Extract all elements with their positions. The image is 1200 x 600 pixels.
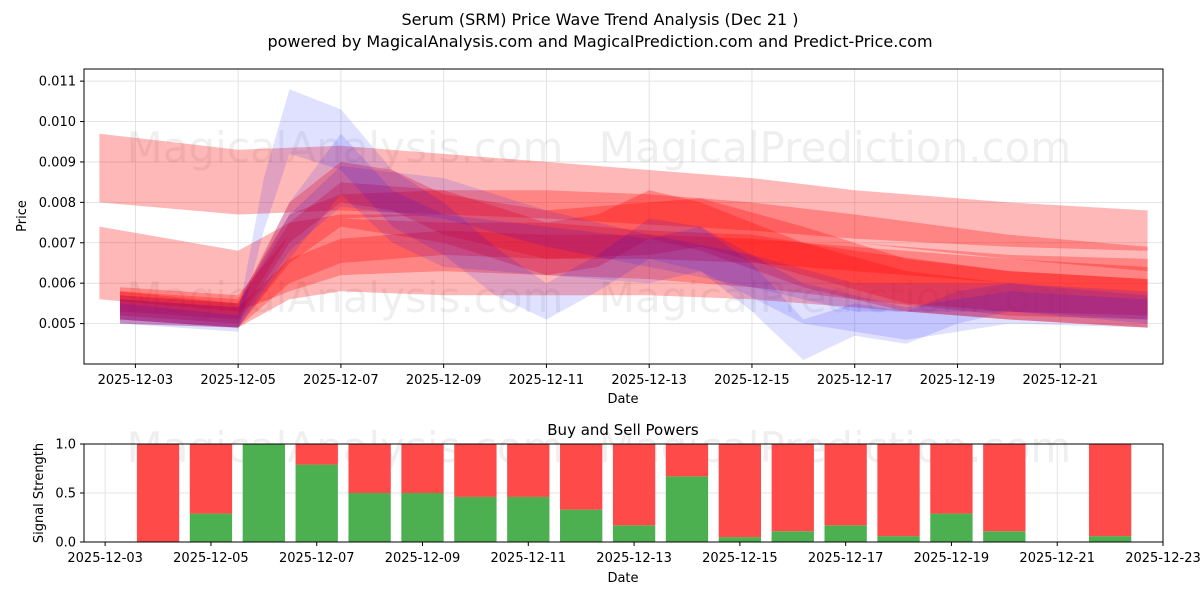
signal-y-ticks: 0.0 0.5 1.0 (55, 438, 84, 551)
signal-x-tick-label: 2025-12-09 (385, 551, 461, 566)
sell-bar (771, 444, 814, 532)
blue-wave-band-7 (120, 89, 1148, 360)
signal-y-label: Signal Strength (32, 443, 47, 543)
signal-y-tick-label: 1.0 (55, 438, 76, 453)
price-y-tick-label: 0.011 (39, 75, 76, 90)
price-x-tick-label: 2025-12-05 (200, 373, 276, 388)
buy-bar (718, 537, 762, 542)
price-y-tick-label: 0.005 (39, 317, 76, 332)
red-wave-band-3 (120, 190, 1148, 320)
red-wave-band-1 (99, 214, 1148, 320)
signal-x-tick-label: 2025-12-11 (491, 551, 567, 566)
signal-x-label: Date (607, 571, 638, 586)
sell-bar (348, 444, 391, 493)
signal-x-tick-label: 2025-12-21 (1019, 551, 1095, 566)
price-x-tick-label: 2025-12-15 (714, 373, 790, 388)
signal-chart-title: Buy and Sell Powers (547, 421, 699, 439)
price-y-tick-label: 0.009 (39, 155, 76, 170)
sell-bar (189, 444, 233, 514)
sell-bar (930, 444, 973, 514)
figure-subtitle: powered by MagicalAnalysis.com and Magic… (267, 32, 932, 51)
signal-chart: Buy and Sell Powers MagicalAnalysis.com … (32, 421, 1200, 586)
buy-bar (930, 513, 973, 542)
buy-bar (983, 531, 1026, 542)
price-y-tick-label: 0.006 (39, 277, 76, 292)
red-wave-band-6 (120, 182, 1148, 328)
price-x-tick-label: 2025-12-11 (509, 373, 585, 388)
watermark-top-left: MagicalAnalysis.com (127, 123, 564, 172)
price-chart-frame (83, 68, 1164, 365)
price-x-tick-label: 2025-12-21 (1022, 373, 1098, 388)
buy-bar (348, 493, 391, 542)
watermark-top-right: MagicalPrediction.com (599, 123, 1072, 172)
sell-bar (718, 444, 762, 538)
blue-wave-band-9 (120, 166, 1148, 328)
sell-bar (983, 444, 1026, 532)
buy-bar (295, 464, 338, 542)
buy-bar (665, 476, 709, 542)
sell-bar (507, 444, 550, 497)
price-x-tick-label: 2025-12-07 (303, 373, 379, 388)
signal-x-tick-label: 2025-12-19 (914, 551, 990, 566)
watermark-mid-left: MagicalAnalysis.com (127, 273, 564, 322)
buy-bar (612, 525, 656, 542)
red-wave-band-0 (99, 133, 1148, 251)
red-wave-band-4 (120, 230, 1148, 328)
buy-bar (507, 496, 550, 542)
price-y-tick-label: 0.007 (39, 236, 76, 251)
signal-y-tick-label: 0.0 (55, 536, 76, 551)
sell-bar (454, 444, 497, 497)
signal-x-ticks: 2025-12-03 2025-12-05 2025-12-07 2025-12-09… (67, 542, 1200, 566)
buy-bar (1088, 536, 1132, 542)
price-chart-grid (84, 69, 1163, 364)
price-x-tick-label: 2025-12-17 (817, 373, 893, 388)
buy-bar (189, 513, 233, 542)
figure-title: Serum (SRM) Price Wave Trend Analysis (D… (401, 10, 798, 29)
buy-bar (877, 536, 920, 542)
sell-bar (401, 444, 444, 493)
buy-bar (771, 531, 814, 542)
signal-x-tick-label: 2025-12-13 (596, 551, 672, 566)
price-y-tick-label: 0.008 (39, 196, 76, 211)
blue-wave-band-8 (120, 133, 1148, 340)
sell-bar (612, 444, 656, 526)
watermark-mid-right: MagicalPrediction.com (599, 273, 1072, 322)
price-y-label: Price (15, 200, 30, 232)
red-wave-band-5 (120, 161, 1148, 324)
signal-x-tick-label: 2025-12-03 (67, 551, 143, 566)
buy-bar (454, 496, 497, 542)
signal-x-tick-label: 2025-12-23 (1125, 551, 1200, 566)
price-y-tick-label: 0.010 (39, 115, 76, 130)
price-x-ticks: 2025-12-03 2025-12-05 2025-12-07 2025-12-09… (98, 364, 1098, 388)
price-bands (99, 89, 1148, 360)
sell-bar (560, 444, 603, 510)
price-x-tick-label: 2025-12-03 (98, 373, 174, 388)
signal-y-tick-label: 0.5 (55, 487, 76, 502)
price-x-tick-label: 2025-12-09 (406, 373, 482, 388)
red-wave-band-2 (120, 218, 1148, 328)
buy-bar (560, 509, 603, 542)
sell-bar (824, 444, 867, 526)
price-x-tick-label: 2025-12-19 (920, 373, 996, 388)
signal-x-tick-label: 2025-12-17 (808, 551, 884, 566)
sell-bar (136, 444, 180, 542)
price-chart: MagicalAnalysis.com MagicalPrediction.co… (15, 68, 1164, 407)
buy-bar (242, 444, 285, 542)
signal-bars (136, 444, 1132, 542)
buy-bar (824, 525, 867, 542)
price-x-tick-label: 2025-12-13 (611, 373, 687, 388)
signal-x-tick-label: 2025-12-05 (173, 551, 249, 566)
sell-bar (665, 444, 709, 477)
sell-bar (877, 444, 920, 537)
signal-x-tick-label: 2025-12-15 (702, 551, 778, 566)
price-x-label: Date (607, 392, 638, 407)
signal-x-tick-label: 2025-12-07 (279, 551, 355, 566)
buy-bar (401, 493, 444, 542)
sell-bar (295, 444, 338, 465)
price-y-ticks: 0.005 0.006 0.007 0.008 0.009 0.010 0.011 (39, 75, 84, 332)
sell-bar (1088, 444, 1132, 537)
